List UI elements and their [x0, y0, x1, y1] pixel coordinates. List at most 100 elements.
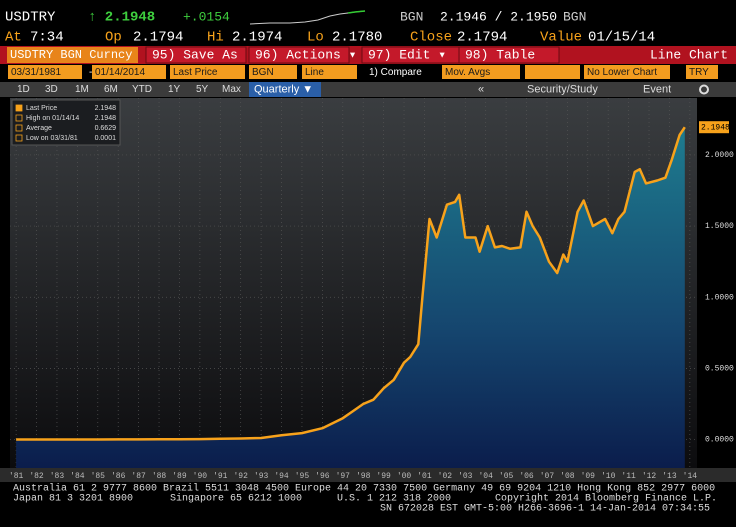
x-tick-label: '87 [131, 472, 146, 481]
x-tick-label: '07 [540, 472, 555, 481]
field-box[interactable] [302, 65, 357, 79]
menu-button[interactable] [145, 46, 247, 64]
stat-label: Lo [307, 30, 324, 46]
collapse[interactable]: « [478, 83, 484, 95]
x-tick-label: '88 [152, 472, 167, 481]
ask-label: BGN [563, 9, 586, 24]
legend-label: Last Price [26, 105, 57, 112]
x-tick-label: '00 [397, 472, 412, 481]
footer-line: SN 672028 EST GMT-5:00 H266-3696-1 14-Ja… [380, 504, 710, 515]
frequency-box[interactable] [249, 82, 321, 97]
x-tick-label: '83 [50, 472, 65, 481]
x-tick-label: '98 [356, 472, 371, 481]
x-tick-label: '92 [233, 472, 248, 481]
legend-label: High on 01/14/14 [26, 115, 79, 122]
field-box[interactable] [8, 65, 82, 79]
field[interactable]: 01/14/2014 [95, 67, 145, 78]
settings-icon[interactable] [699, 84, 709, 95]
security[interactable]: USDTRY BGN Curncy [10, 48, 132, 62]
x-tick-label: '89 [172, 472, 187, 481]
period-button[interactable]: 5Y [196, 84, 209, 95]
last-price-tag [699, 121, 729, 134]
frequency[interactable]: Quarterly ▼ [254, 83, 313, 95]
stat-label: Hi [207, 30, 224, 46]
event[interactable]: Event [643, 83, 671, 95]
chart-type: Line Chart [650, 47, 728, 62]
footer-line: Singapore 65 6212 1000 [170, 493, 302, 505]
security-study[interactable]: Security/Study [527, 83, 598, 95]
security-box[interactable] [7, 47, 138, 63]
x-axis-strip [0, 468, 736, 482]
plot [10, 98, 697, 468]
legend-value: 0.0001 [95, 135, 117, 142]
menu-button[interactable] [248, 46, 350, 64]
footer-line: Australia 61 2 9777 8600 Brazil 5511 304… [13, 483, 715, 495]
legend-swatch [15, 114, 23, 122]
stat-value: 2.1794 [133, 30, 183, 46]
x-tick-label: '94 [274, 472, 289, 481]
line [16, 126, 686, 441]
period-button[interactable]: YTD [132, 84, 152, 95]
period-button[interactable]: 1Y [168, 84, 181, 95]
stat-label: Close [410, 30, 452, 46]
x-tick-label: '91 [213, 472, 228, 481]
x-tick-label: '84 [70, 472, 85, 481]
stat-value: 2.1780 [332, 30, 382, 46]
field[interactable]: Line [305, 67, 324, 78]
field-box[interactable] [249, 65, 297, 79]
x-tick-label: '04 [478, 472, 493, 481]
period-button[interactable]: Max [222, 84, 241, 95]
period-button[interactable]: 3D [45, 84, 58, 95]
x-tick-label: '06 [519, 472, 534, 481]
field-box[interactable] [584, 65, 670, 79]
menu-item[interactable]: 97) Edit ▾ [368, 47, 446, 62]
field[interactable]: No Lower Chart [587, 67, 657, 78]
x-tick-label: '03 [458, 472, 473, 481]
period-button[interactable]: 1D [17, 84, 30, 95]
x-tick-label: '10 [601, 472, 616, 481]
field-box[interactable] [170, 65, 245, 79]
x-tick-label: '99 [376, 472, 391, 481]
stat-value: 2.1974 [232, 30, 282, 46]
field[interactable]: - [89, 67, 92, 78]
legend-value: 2.1948 [95, 115, 117, 122]
y-tick-label: 1.5000 [705, 222, 734, 231]
x-tick-label: '05 [499, 472, 514, 481]
menu-item[interactable]: 96) Actions ▾ [255, 47, 356, 62]
x-tick-label: '85 [91, 472, 106, 481]
blank-field[interactable] [525, 65, 580, 79]
field-box[interactable] [686, 65, 718, 79]
x-tick-label: '90 [193, 472, 208, 481]
stat-label: At [5, 30, 22, 46]
menu-item[interactable]: 98) Table [465, 47, 535, 62]
period-button[interactable]: 1M [75, 84, 89, 95]
last-price: ↑ 2.1948 [88, 10, 155, 26]
field[interactable]: BGN [252, 67, 274, 78]
x-tick-label: '82 [29, 472, 44, 481]
x-tick-label: '08 [560, 472, 575, 481]
y-tick-label: 0.0000 [705, 436, 734, 445]
field[interactable]: Last Price [173, 67, 218, 78]
stat-label: Op [105, 30, 122, 46]
field-box[interactable] [92, 65, 166, 79]
stat-value: 2.1794 [457, 30, 507, 46]
legend-value: 0.6629 [95, 125, 117, 132]
field[interactable]: Mov. Avgs [445, 67, 490, 78]
stat-label: Value [540, 30, 582, 46]
field-box[interactable] [442, 65, 520, 79]
x-tick-label: '81 [9, 472, 24, 481]
ticker: USDTRY [5, 10, 56, 26]
legend-box [11, 99, 121, 146]
period-button[interactable]: 6M [104, 84, 118, 95]
field[interactable]: TRY [689, 67, 709, 78]
menu-item[interactable]: 95) Save As [152, 47, 238, 62]
legend-swatch [15, 104, 23, 112]
footer-line: Japan 81 3 3201 8900 [13, 494, 133, 505]
menu-button[interactable] [458, 46, 560, 64]
field[interactable]: 1) Compare [369, 67, 422, 78]
change: +.0154 [183, 9, 230, 24]
y-tick-label: 2.0000 [705, 151, 734, 160]
field[interactable]: 03/31/1981 [11, 67, 61, 78]
sparkline-tail [347, 10, 366, 14]
